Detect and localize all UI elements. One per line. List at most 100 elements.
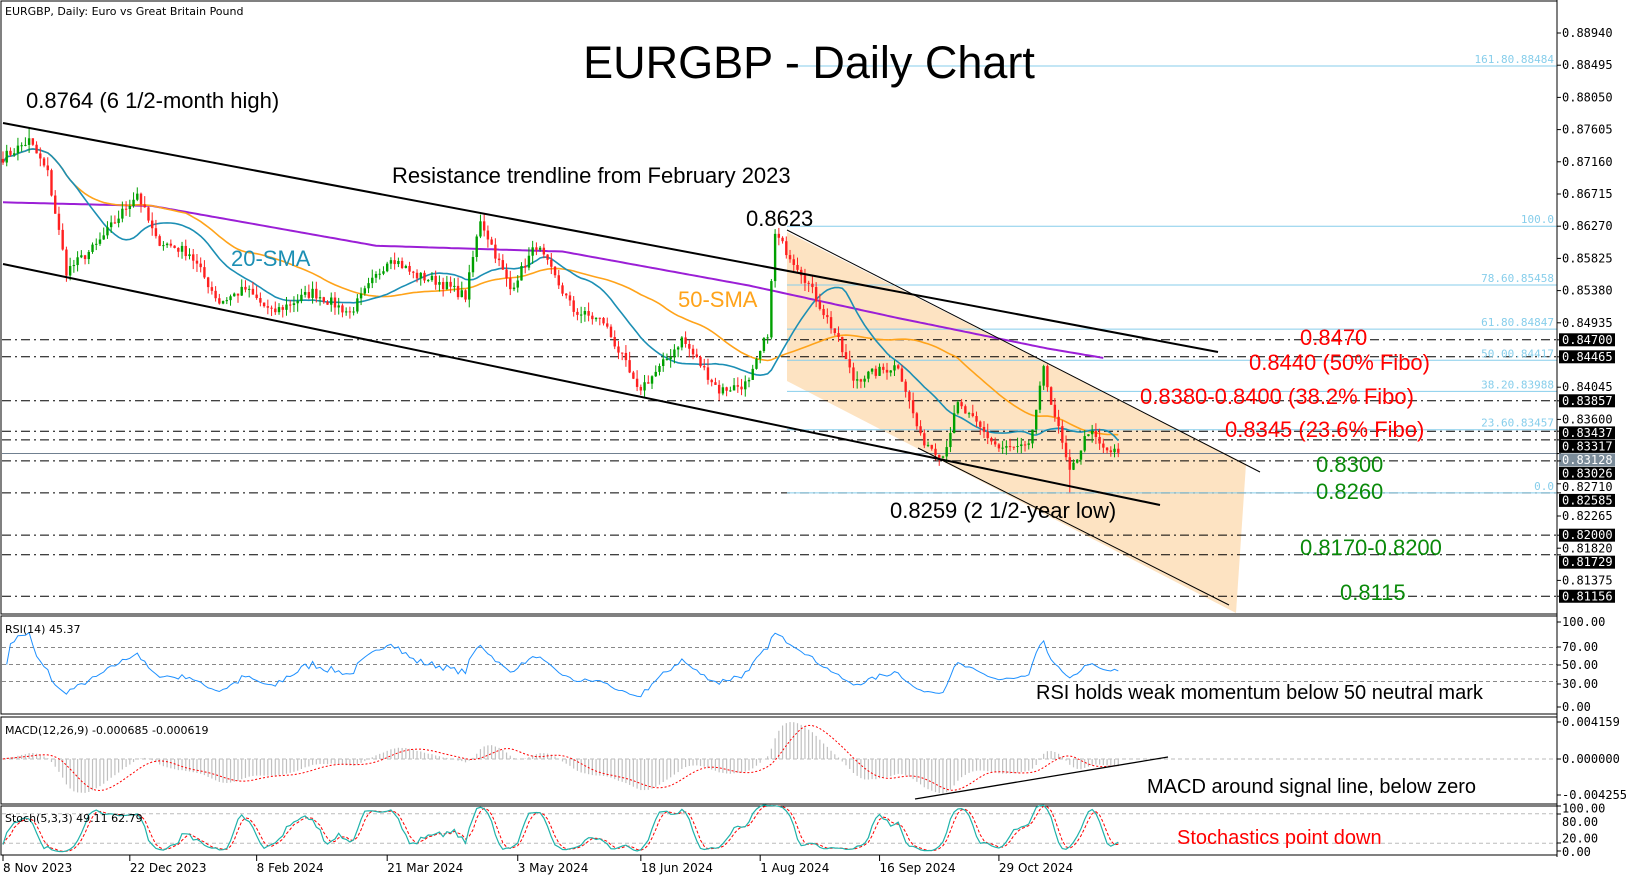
candle-body [706,367,710,380]
candle-body [527,255,531,268]
candle-body [956,402,960,414]
price-tick-label: 0.84935 [1562,316,1613,330]
candle-body [736,385,740,387]
macd-trendline [914,756,1169,800]
candle-body [1072,462,1075,470]
candle-body [42,158,46,166]
candle-body [57,213,61,230]
candle-body [792,259,795,265]
price-level-badge-label: 0.81729 [1562,555,1613,569]
candle-body [441,282,445,290]
candle-body [967,413,971,415]
price-level-badge-label: 0.84465 [1562,350,1613,364]
candle-body [154,228,158,237]
candle-body [904,381,907,392]
candle-body [979,421,982,427]
candle-body [218,298,221,304]
candle-body [740,386,743,390]
price-level-badge [1559,589,1615,603]
candle-body [1105,447,1109,451]
candle-body [673,349,676,358]
candle-body [471,257,475,273]
fibo-level-label: 78.60.85458 [1481,272,1554,285]
rsi-label: RSI(14) 45.37 [5,623,80,636]
annotation-low: 0.8259 (2 1/2-year low) [890,498,1116,523]
candle-body [460,290,463,298]
chart-title: EURGBP - Daily Chart [583,37,1035,88]
price-level-badge-label: 0.82585 [1562,493,1613,507]
candle-body [1008,446,1012,448]
candle-body [773,233,777,282]
candle-body [95,243,98,245]
support-0-8300: 0.8300 [1316,452,1383,477]
candle-body [1109,450,1113,453]
candle-body [609,326,613,337]
candle-body [318,297,322,299]
price-tick-label: 0.87160 [1562,155,1613,169]
candle-body [109,222,113,228]
candle-body [855,379,859,381]
candle-body [1012,446,1016,448]
candle-body [65,249,68,276]
candle-body [658,366,661,372]
candle-body [158,236,161,246]
descending-channel-fill [787,232,1246,613]
symbol-info: EURGBP, Daily: Euro vs Great Britain Pou… [5,5,243,18]
macd-tick-label: -0.004255 [1562,788,1627,802]
candle-body [192,254,195,261]
fibo-level-label: 0.0 [1534,480,1554,493]
candle-body [359,293,363,299]
candle-body [438,282,441,285]
candle-body [717,384,721,394]
candle-body [136,193,139,200]
candle-body [54,195,57,214]
candle-body [915,413,919,427]
candle-body [695,354,698,358]
price-level-badge-label: 0.82000 [1562,528,1613,542]
date-tick-label: 1 Aug 2024 [760,861,829,875]
candle-body [516,280,519,288]
candle-body [229,296,232,301]
price-level-badge-label: 0.81156 [1562,589,1613,603]
macd-tick-label: 0.004159 [1562,715,1620,729]
candle-body [270,307,273,309]
candle-body [274,308,277,313]
candle-body [1064,442,1068,458]
candle-body [251,288,255,295]
candle-body [620,352,624,354]
candle-body [76,257,79,266]
candle-body [546,254,549,260]
price-level-badge [1559,439,1615,453]
candle-body [729,390,732,392]
candle-body [524,265,527,268]
candle-body [27,138,31,145]
candle-body [788,255,792,260]
price-tick-label: 0.88050 [1562,90,1613,104]
candle-body [393,260,396,265]
candle-body [594,317,598,320]
candle-body [900,368,904,382]
candle-body [479,221,482,237]
candle-body [852,367,855,381]
candle-body [691,348,695,355]
candle-body [676,347,680,350]
candle-body [266,306,270,308]
candle-body [833,328,836,334]
candle-body [557,275,560,286]
candle-body [710,379,713,383]
candle-body [501,260,505,270]
candle-body [561,285,564,294]
candle-body [378,273,381,275]
candle-body [236,293,240,296]
stoch-tick-label: 80.00 [1562,815,1598,829]
candle-body [1020,444,1023,447]
candle-body [785,241,788,256]
candle-body [1,158,5,163]
price-tick-label: 0.83600 [1562,412,1613,426]
candle-body [848,359,851,368]
candle-body [986,431,989,439]
candle-body [829,317,833,329]
candle-body [233,293,236,297]
candle-body [423,272,426,281]
